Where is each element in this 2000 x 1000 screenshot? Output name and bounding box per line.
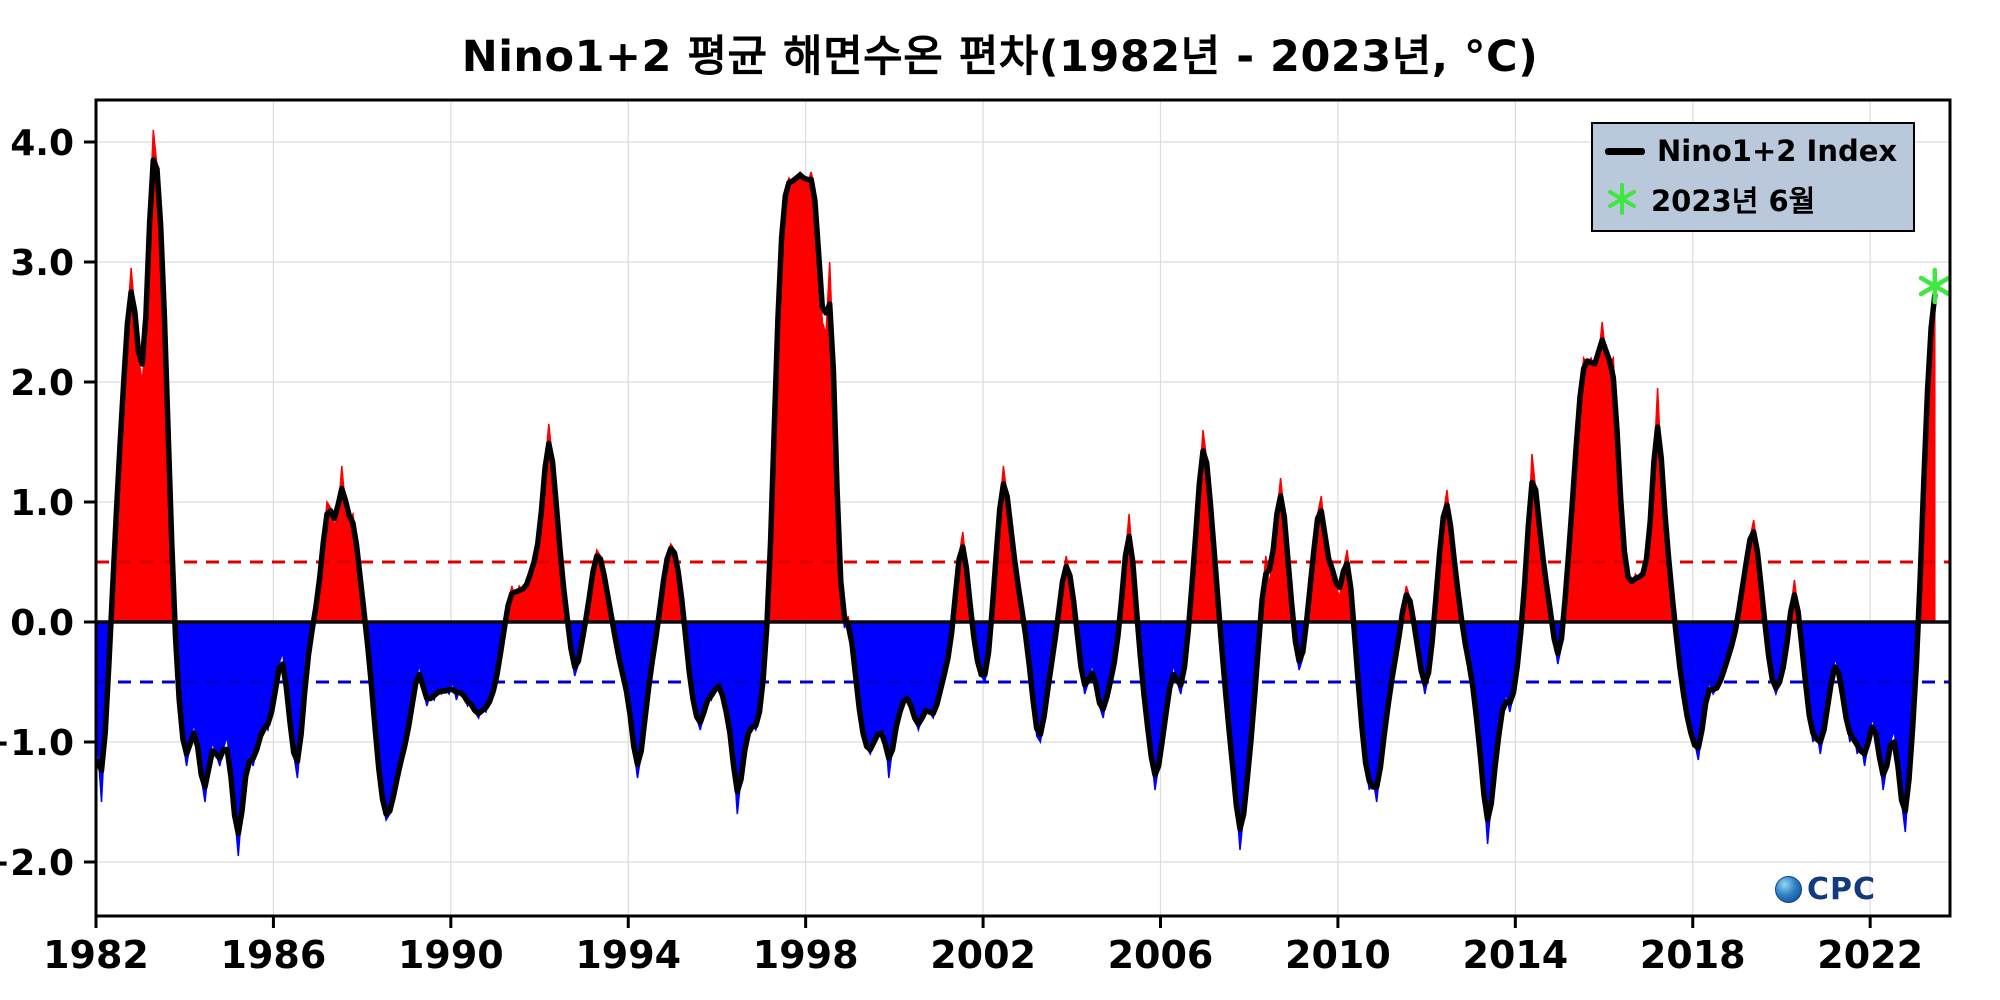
y-axis-tick-label: 0.0 xyxy=(10,603,74,644)
chart-title: Nino1+2 평균 해면수온 편차(1982년 - 2023년, °C) xyxy=(461,32,1539,82)
x-axis-tick-label: 2002 xyxy=(930,933,1036,977)
x-axis-tick-label: 2018 xyxy=(1640,933,1746,977)
x-axis-tick-label: 2006 xyxy=(1108,933,1214,977)
y-axis-tick-label: 1.0 xyxy=(10,483,74,524)
nino12-index-line xyxy=(95,157,1938,837)
legend-entry-latest-month: 2023년 6월 xyxy=(1605,178,1897,220)
positive-anomaly-fill xyxy=(97,129,1936,622)
x-axis-tick-label: 2022 xyxy=(1817,933,1923,977)
y-axis-tick-label: 3.0 xyxy=(10,243,74,284)
legend-entry-index: Nino1+2 Index xyxy=(1605,134,1897,168)
legend-label-latest-month: 2023년 6월 xyxy=(1651,184,1816,218)
plot-border xyxy=(94,98,1952,918)
y-axis-tick-label: −1.0 xyxy=(0,723,74,764)
legend: Nino1+2 Index 2023년 6월 xyxy=(1591,122,1916,232)
legend-label-index: Nino1+2 Index xyxy=(1657,134,1898,168)
cpc-logo: CPC xyxy=(1775,872,1876,907)
x-axis-tick-label: 1994 xyxy=(575,933,681,977)
x-axis-tick-label: 1982 xyxy=(43,933,149,977)
cpc-logo-text: CPC xyxy=(1807,872,1877,907)
x-axis-tick-label: 2014 xyxy=(1462,933,1568,977)
asterisk-marker-icon xyxy=(1608,183,1636,215)
cpc-globe-icon xyxy=(1775,876,1802,903)
latest-month-asterisk-marker xyxy=(1918,267,1951,305)
x-axis-tick-label: 1990 xyxy=(398,933,504,977)
y-axis-tick-label: −2.0 xyxy=(0,843,74,884)
y-axis-tick-label: 4.0 xyxy=(10,123,74,164)
x-axis-tick-label: 1998 xyxy=(753,933,859,977)
y-axis-tick-label: 2.0 xyxy=(10,363,74,404)
index-line-swatch xyxy=(1605,147,1645,155)
x-axis-tick-label: 2010 xyxy=(1285,933,1391,977)
x-axis-tick-label: 1986 xyxy=(221,933,327,977)
